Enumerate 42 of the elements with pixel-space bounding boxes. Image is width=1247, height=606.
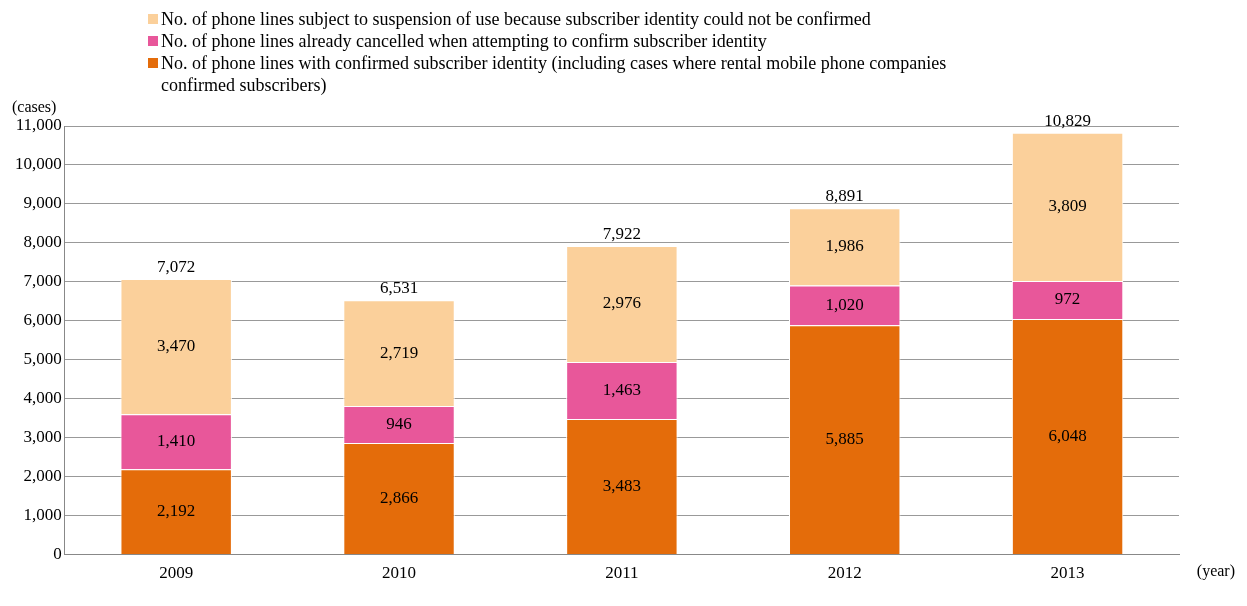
y-tick-label: 2,000 (23, 466, 62, 486)
y-tick-label: 11,000 (15, 115, 62, 135)
data-label: 1,410 (157, 431, 196, 451)
data-label: 2,866 (379, 487, 419, 507)
x-axis-title: (year) (1196, 561, 1235, 580)
y-tick-label: 9,000 (23, 193, 62, 213)
x-tick-label: 2009 (159, 563, 194, 583)
y-tick-label: 0 (53, 544, 62, 564)
data-label: 972 (1054, 289, 1081, 309)
data-label: 2,192 (157, 501, 196, 521)
y-tick-label: 1,000 (23, 505, 62, 525)
data-label: 1,020 (825, 294, 864, 314)
data-label: 3,483 (602, 475, 641, 495)
x-tick-label: 2011 (605, 563, 639, 583)
y-tick-label: 6,000 (23, 310, 62, 330)
y-tick-label: 3,000 (23, 427, 62, 447)
data-label: 5,885 (825, 429, 864, 449)
y-tick-label: 5,000 (23, 349, 62, 369)
legend-label: No. of phone lines subject to suspension of use because subscriber identity could not be confirmed (161, 8, 871, 30)
legend-label: No. of phone lines already cancelled when attempting to confirm subscriber identity (161, 30, 767, 52)
data-label: 2,976 (602, 293, 641, 313)
x-tick-label: 2012 (827, 563, 862, 583)
total-label: 10,829 (1044, 110, 1091, 130)
x-tick-label: 2013 (1050, 563, 1085, 583)
legend-label: No. of phone lines with confirmed subscriber identity (including cases where rental mobile phone companies confirmed subscribers) (161, 52, 948, 96)
total-label: 7,072 (157, 257, 196, 277)
x-tick-label: 2010 (382, 563, 417, 583)
total-label: 8,891 (825, 186, 864, 206)
total-label: 6,531 (379, 278, 419, 298)
data-label: 2,719 (379, 342, 419, 362)
total-label: 7,922 (602, 223, 641, 243)
data-label: 3,809 (1048, 196, 1087, 216)
data-label: 1,986 (825, 236, 864, 256)
y-axis-title: (cases) (12, 98, 57, 117)
y-tick-label: 7,000 (23, 271, 62, 291)
y-tick-label: 10,000 (15, 154, 62, 174)
data-label: 1,463 (602, 379, 641, 399)
data-label: 6,048 (1048, 425, 1087, 445)
y-tick-label: 8,000 (23, 232, 62, 252)
data-label: 3,470 (157, 336, 196, 356)
y-tick-label: 4,000 (23, 388, 62, 408)
data-label: 946 (386, 413, 412, 433)
